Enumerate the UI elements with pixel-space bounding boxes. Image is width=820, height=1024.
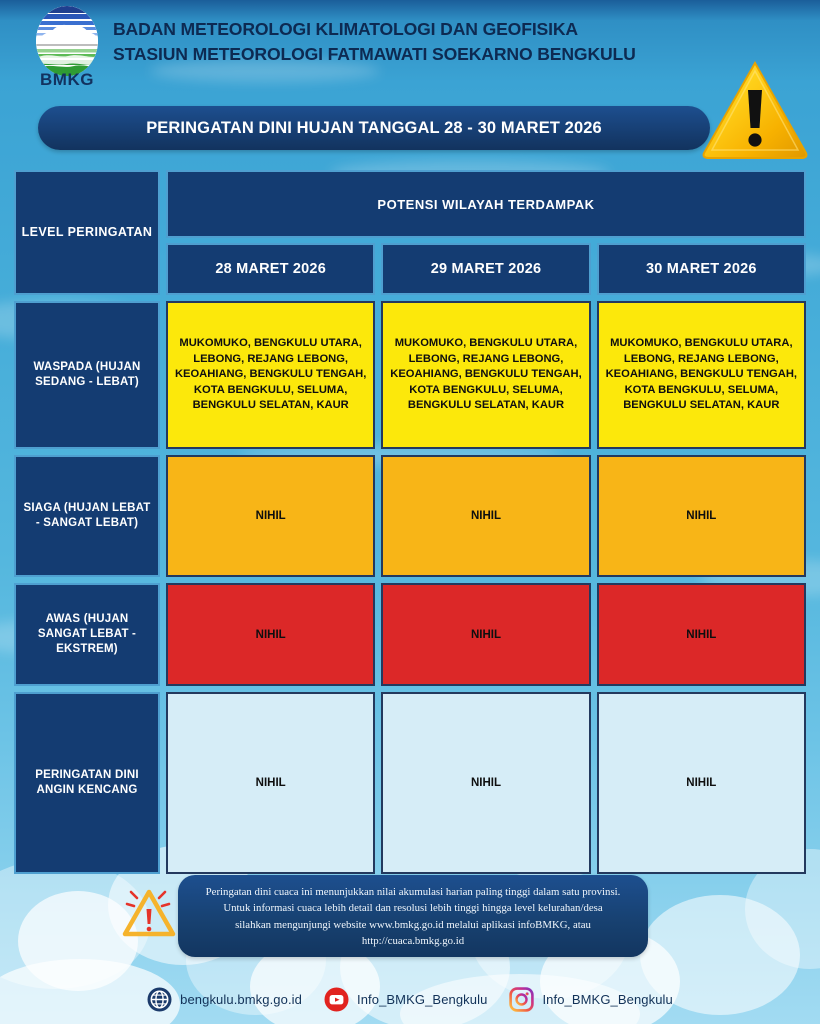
social-item-instagram[interactable]: Info_BMKG_Bengkulu	[509, 986, 673, 1012]
bmkg-logo-icon	[36, 6, 98, 76]
table-header-date-2: 30 MARET 2026	[596, 243, 806, 295]
level-label-awas: AWAS (HUJAN SANGAT LEBAT - EKSTREM)	[14, 583, 160, 686]
table-row: WASPADA (HUJAN SEDANG - LEBAT) MUKOMUKO,…	[14, 301, 806, 449]
bmkg-logo-label: BMKG	[40, 70, 94, 89]
cell-awas-day2: NIHIL	[596, 583, 806, 686]
organization-title: BADAN METEOROLOGI KLIMATOLOGI DAN GEOFIS…	[113, 17, 713, 67]
org-title-line1: BADAN METEOROLOGI KLIMATOLOGI DAN GEOFIS…	[113, 19, 578, 39]
youtube-icon	[324, 987, 349, 1012]
table-header-row: LEVEL PERINGATAN POTENSI WILAYAH TERDAMP…	[14, 170, 806, 295]
warning-title-text: PERINGATAN DINI HUJAN TANGGAL 28 - 30 MA…	[146, 119, 602, 137]
social-item-youtube[interactable]: Info_BMKG_Bengkulu	[324, 987, 487, 1012]
bmkg-logo-svg	[36, 6, 98, 76]
social-footer: bengkulu.bmkg.go.id Info_BMKG_Bengkulu	[0, 982, 820, 1016]
disclaimer-box: Peringatan dini cuaca ini menunjukkan ni…	[178, 875, 648, 957]
table-row: SIAGA (HUJAN LEBAT - SANGAT LEBAT) NIHIL…	[14, 455, 806, 577]
cell-siaga-day0: NIHIL	[166, 455, 376, 577]
cell-awas-day0: NIHIL	[166, 583, 376, 686]
warning-title-banner: PERINGATAN DINI HUJAN TANGGAL 28 - 30 MA…	[38, 106, 710, 150]
social-item-website[interactable]: bengkulu.bmkg.go.id	[147, 987, 302, 1012]
table-header-date-1: 29 MARET 2026	[381, 243, 591, 295]
cell-angin-day1: NIHIL	[381, 692, 591, 874]
table-header-date-0: 28 MARET 2026	[166, 243, 376, 295]
table-row: AWAS (HUJAN SANGAT LEBAT - EKSTREM) NIHI…	[14, 583, 806, 686]
cell-siaga-day1: NIHIL	[381, 455, 591, 577]
header: BMKG BADAN METEOROLOGI KLIMATOLOGI DAN G…	[0, 0, 820, 159]
bmkg-logo: BMKG	[24, 6, 110, 94]
table-header-potensi: POTENSI WILAYAH TERDAMPAK	[166, 170, 806, 238]
disclaimer-text: Peringatan dini cuaca ini menunjukkan ni…	[205, 886, 621, 948]
social-label-instagram: Info_BMKG_Bengkulu	[542, 991, 673, 1007]
globe-icon	[147, 987, 172, 1012]
level-label-angin-kencang: PERINGATAN DINI ANGIN KENCANG	[14, 692, 160, 874]
warning-triangle-icon	[700, 58, 810, 162]
table-row: PERINGATAN DINI ANGIN KENCANG NIHIL NIHI…	[14, 692, 806, 874]
cell-waspada-day2: MUKOMUKO, BENGKULU UTARA, LEBONG, REJANG…	[596, 301, 806, 449]
cell-waspada-day0: MUKOMUKO, BENGKULU UTARA, LEBONG, REJANG…	[166, 301, 376, 449]
instagram-icon	[509, 986, 535, 1012]
cell-waspada-day1: MUKOMUKO, BENGKULU UTARA, LEBONG, REJANG…	[381, 301, 591, 449]
org-title-line2: STASIUN METEOROLOGI FATMAWATI SOEKARNO B…	[113, 44, 636, 64]
warning-table: LEVEL PERINGATAN POTENSI WILAYAH TERDAMP…	[14, 170, 806, 880]
cell-angin-day0: NIHIL	[166, 692, 376, 874]
table-header-dates: 28 MARET 2026 29 MARET 2026 30 MARET 202…	[166, 243, 806, 295]
social-label-youtube: Info_BMKG_Bengkulu	[357, 991, 488, 1007]
warning-triangle-outline-icon	[118, 882, 180, 944]
level-label-siaga: SIAGA (HUJAN LEBAT - SANGAT LEBAT)	[14, 455, 160, 577]
cell-awas-day1: NIHIL	[381, 583, 591, 686]
cell-angin-day2: NIHIL	[596, 692, 806, 874]
level-label-waspada: WASPADA (HUJAN SEDANG - LEBAT)	[14, 301, 160, 449]
social-label-website: bengkulu.bmkg.go.id	[180, 991, 302, 1007]
cell-siaga-day2: NIHIL	[596, 455, 806, 577]
table-header-level: LEVEL PERINGATAN	[14, 170, 160, 295]
